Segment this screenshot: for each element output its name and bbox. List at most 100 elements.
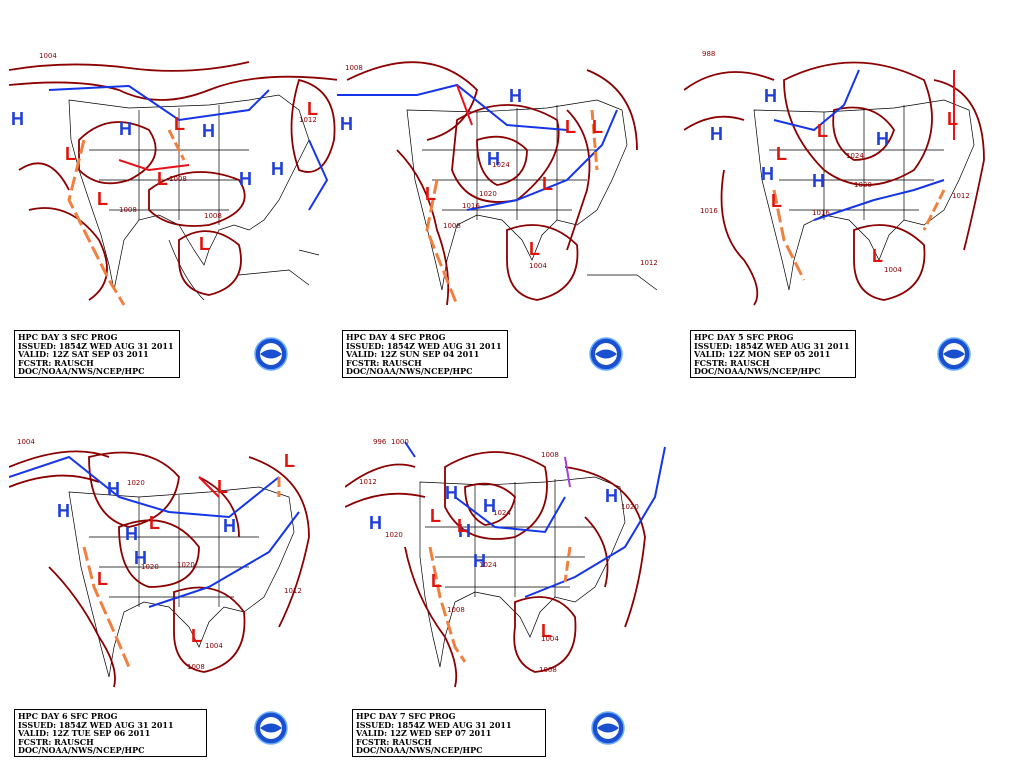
- land-outline: [406, 99, 658, 291]
- info-issued: ISSUED: 1854Z WED AUG 31 2011: [18, 341, 174, 351]
- info-forecaster: FCSTR: RAUSCH: [694, 358, 770, 368]
- land-outline: [68, 486, 295, 678]
- svg-text:1020: 1020: [127, 479, 145, 487]
- svg-text:H: H: [11, 109, 24, 129]
- svg-text:H: H: [458, 521, 471, 541]
- svg-text:1024: 1024: [479, 561, 497, 569]
- fronts: [9, 455, 300, 668]
- map-svg: H H H L L L L L 1008 1024 1020 1016 1008…: [337, 61, 658, 306]
- svg-text:1024: 1024: [492, 161, 510, 169]
- svg-text:L: L: [776, 144, 787, 164]
- info-forecaster: FCSTR: RAUSCH: [346, 358, 422, 368]
- svg-text:L: L: [592, 117, 603, 137]
- noaa-logo-icon: [254, 337, 288, 371]
- svg-text:H: H: [605, 486, 618, 506]
- svg-text:H: H: [483, 496, 496, 516]
- info-issued: ISSUED: 1854Z WED AUG 31 2011: [346, 341, 502, 351]
- fronts: [48, 84, 329, 306]
- fronts: [337, 83, 618, 306]
- svg-text:1008: 1008: [539, 666, 557, 674]
- svg-text:1004: 1004: [17, 438, 35, 446]
- noaa-logo-icon: [589, 337, 623, 371]
- isobar-labels: 1004 1020 1020 1020 1004 1008 1012: [17, 438, 302, 671]
- svg-text:1012: 1012: [359, 478, 377, 486]
- svg-text:1020: 1020: [854, 181, 872, 189]
- pressure-centers: H H H H H L L L L L: [710, 86, 958, 266]
- svg-text:1012: 1012: [952, 192, 970, 200]
- svg-text:L: L: [307, 99, 318, 119]
- svg-text:1008: 1008: [541, 451, 559, 459]
- svg-text:1008: 1008: [204, 212, 222, 220]
- fronts: [404, 441, 666, 663]
- noaa-logo-icon: [591, 711, 625, 745]
- land-outline: [753, 99, 975, 291]
- svg-text:1008: 1008: [169, 175, 187, 183]
- svg-text:1012: 1012: [284, 587, 302, 595]
- info-issued: ISSUED: 1854Z WED AUG 31 2011: [18, 720, 174, 730]
- info-source: DOC/NOAA/NWS/NCEP/HPC: [346, 367, 473, 376]
- svg-text:L: L: [284, 451, 295, 471]
- svg-text:1020: 1020: [141, 563, 159, 571]
- svg-text:1012: 1012: [640, 259, 658, 267]
- info-valid: VALID: 12Z SUN SEP 04 2011: [346, 350, 480, 359]
- svg-text:1008: 1008: [345, 64, 363, 72]
- svg-text:1012: 1012: [299, 116, 317, 124]
- svg-text:L: L: [157, 169, 168, 189]
- svg-text:L: L: [431, 571, 442, 591]
- svg-text:H: H: [223, 516, 236, 536]
- info-box: HPC DAY 3 SFC PROG ISSUED: 1854Z WED AUG…: [14, 330, 180, 378]
- svg-text:H: H: [876, 129, 889, 149]
- svg-text:L: L: [174, 114, 185, 134]
- pressure-centers: H H H H H L L L L L: [57, 451, 295, 646]
- svg-text:H: H: [509, 86, 522, 106]
- info-forecaster: FCSTR: RAUSCH: [18, 737, 94, 747]
- map-day3: H H H H H L L L L L L 1004 1008 1012 100…: [9, 50, 339, 308]
- svg-text:1004: 1004: [884, 266, 902, 274]
- map-day6: H H H H H L L L L L 1004 1020 1020 1020 …: [9, 437, 339, 692]
- svg-text:1004: 1004: [541, 635, 559, 643]
- info-valid: VALID: 12Z SAT SEP 03 2011: [18, 350, 149, 359]
- isobars: [345, 451, 646, 688]
- svg-text:L: L: [149, 513, 160, 533]
- info-title: HPC DAY 5 SFC PROG: [694, 333, 794, 342]
- info-source: DOC/NOAA/NWS/NCEP/HPC: [694, 367, 821, 376]
- svg-text:L: L: [771, 191, 782, 211]
- land-outline: [419, 476, 626, 668]
- isobar-labels: 996 1000 1008 1012 1020 1024 1024 1020 1…: [359, 438, 639, 674]
- svg-text:H: H: [369, 513, 382, 533]
- svg-text:H: H: [340, 114, 353, 134]
- svg-text:996: 996: [373, 438, 387, 446]
- svg-text:H: H: [119, 119, 132, 139]
- pressure-centers: H H H H H H L L L L: [369, 483, 618, 641]
- svg-text:H: H: [134, 548, 147, 568]
- svg-text:H: H: [487, 149, 500, 169]
- map-day7: H H H H H H L L L L 996 1000 1008 1012 1…: [345, 437, 670, 692]
- noaa-logo-icon: [937, 337, 971, 371]
- info-title: HPC DAY 4 SFC PROG: [346, 333, 446, 342]
- noaa-logo-icon: [254, 711, 288, 745]
- svg-text:1000: 1000: [391, 438, 409, 446]
- svg-text:1024: 1024: [846, 152, 864, 160]
- info-source: DOC/NOAA/NWS/NCEP/HPC: [18, 746, 145, 755]
- svg-text:1004: 1004: [529, 262, 547, 270]
- map-svg: H H H H H L L L L L L 1004 1008 1012 100…: [9, 52, 339, 306]
- svg-text:L: L: [65, 144, 76, 164]
- svg-text:L: L: [565, 117, 576, 137]
- svg-text:H: H: [202, 121, 215, 141]
- svg-text:H: H: [710, 124, 723, 144]
- info-valid: VALID: 12Z WED SEP 07 2011: [356, 729, 492, 738]
- svg-text:L: L: [817, 121, 828, 141]
- svg-text:H: H: [764, 86, 777, 106]
- svg-text:H: H: [239, 169, 252, 189]
- svg-text:L: L: [457, 516, 468, 536]
- map-svg: H H H H H L L L L L 988 1024 1020 1016 1…: [684, 50, 985, 306]
- info-box: HPC DAY 6 SFC PROG ISSUED: 1854Z WED AUG…: [14, 709, 207, 757]
- svg-text:988: 988: [702, 50, 715, 58]
- svg-text:H: H: [761, 164, 774, 184]
- svg-text:L: L: [199, 234, 210, 254]
- svg-text:1020: 1020: [621, 503, 639, 511]
- info-source: DOC/NOAA/NWS/NCEP/HPC: [18, 367, 145, 376]
- svg-text:1008: 1008: [447, 606, 465, 614]
- isobars: [684, 61, 985, 306]
- svg-text:1016: 1016: [700, 207, 718, 215]
